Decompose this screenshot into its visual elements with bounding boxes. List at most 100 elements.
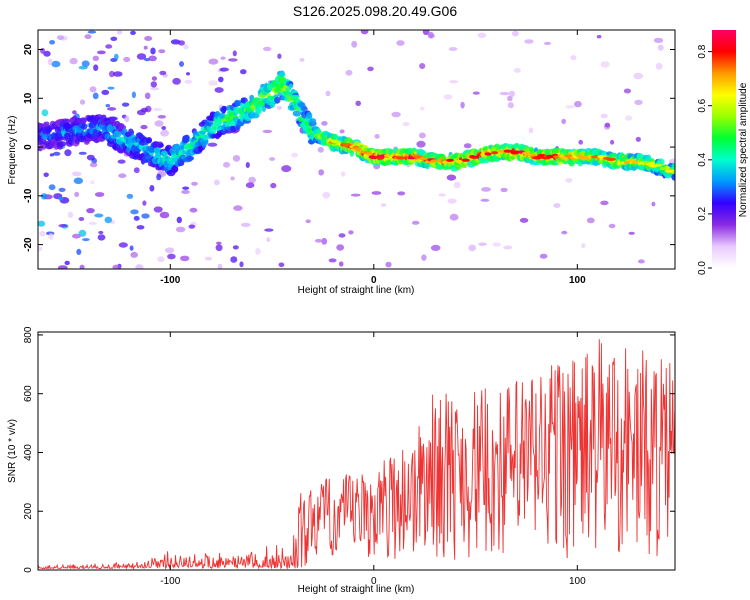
heatmap-noise-blob: [419, 63, 426, 69]
heatmap-ridge-blob: [279, 72, 286, 77]
heatmap-noise-blob: [124, 115, 130, 123]
heatmap-ridge-blob: [316, 128, 322, 134]
heatmap-noise-blob: [49, 153, 55, 157]
heatmap-noise-blob: [638, 259, 645, 264]
heatmap-noise-blob: [596, 35, 602, 39]
heatmap-noise-blob: [625, 115, 633, 121]
heatmap-noise-blob: [105, 44, 113, 49]
heatmap-ridge-blob: [187, 156, 195, 161]
heatmap-noise-blob: [367, 66, 374, 72]
heatmap-noise-blob: [634, 99, 643, 105]
heatmap-noise-blob: [528, 127, 534, 134]
heatmap-noise-blob: [276, 105, 282, 110]
heatmap-noise-blob: [39, 231, 46, 237]
heatmap-noise-blob: [157, 115, 166, 119]
y-tick-label: 400: [23, 444, 34, 461]
heatmap-noise-blob: [233, 205, 243, 211]
heatmap-noise-blob: [278, 262, 285, 268]
heatmap-noise-blob: [508, 90, 515, 98]
heatmap-ridge-blob: [212, 125, 219, 131]
heatmap-noise-blob: [74, 191, 80, 197]
heatmap-noise-blob: [114, 53, 119, 61]
heatmap-noise-blob: [142, 200, 147, 206]
heatmap-noise-blob: [78, 217, 85, 221]
heatmap-noise-blob: [188, 224, 196, 229]
heatmap-noise-blob: [159, 70, 167, 76]
heatmap-noise-blob: [184, 79, 193, 84]
heatmap-noise-blob: [94, 213, 104, 218]
heatmap-noise-blob: [480, 198, 490, 202]
heatmap-noise-blob: [350, 193, 361, 197]
heatmap-noise-blob: [136, 53, 147, 60]
heatmap-noise-blob: [167, 253, 176, 260]
heatmap-noise-blob: [72, 110, 77, 115]
heatmap-noise-blob: [81, 60, 90, 67]
heatmap-noise-blob: [561, 118, 566, 125]
colorbar-label: Normalized spectral amplitude: [738, 82, 749, 217]
heatmap-noise-blob: [69, 57, 78, 65]
heatmap-ridge-blob: [291, 94, 300, 99]
heatmap-ridge-blob: [274, 96, 281, 104]
heatmap-noise-blob: [586, 217, 595, 224]
snr-panel: -100 0 100 0 200 400 600 800 Height of straigh…: [7, 326, 676, 595]
heatmap-noise-blob: [524, 39, 534, 44]
heatmap-noise-blob: [150, 81, 157, 88]
colorbar-tick-label: 0.2: [697, 207, 708, 221]
x-tick-label: -100: [160, 275, 180, 286]
heatmap-noise-blob: [430, 244, 441, 251]
heatmap-noise-blob: [514, 67, 521, 73]
heatmap-noise-blob: [449, 213, 459, 221]
heatmap-noise-blob: [143, 45, 148, 50]
heatmap-noise-blob: [623, 88, 632, 94]
heatmap-noise-blob: [172, 77, 181, 85]
heatmap-noise-blob: [481, 187, 491, 192]
heatmap-noise-blob: [181, 190, 190, 194]
heatmap-noise-blob: [93, 64, 99, 71]
heatmap-noise-blob: [653, 37, 664, 44]
heatmap-core-blob: [484, 152, 492, 156]
heatmap-noise-blob: [92, 92, 99, 100]
heatmap-noise-blob: [492, 242, 501, 247]
heatmap-noise-blob: [245, 182, 255, 189]
heatmap-noise-blob: [608, 223, 616, 229]
heatmap-noise-blob: [113, 71, 123, 77]
heatmap-noise-blob: [338, 233, 346, 238]
heatmap-noise-blob: [126, 193, 134, 199]
heatmap-noise-blob: [133, 215, 140, 221]
heatmap-ridge-blob: [184, 134, 190, 141]
heatmap-core-blob: [396, 156, 406, 160]
heatmap-noise-blob: [107, 86, 115, 90]
heatmap-noise-blob: [281, 165, 292, 173]
heatmap-noise-blob: [150, 47, 156, 55]
heatmap-core-blob: [647, 161, 655, 165]
heatmap-core-blob: [631, 160, 640, 165]
heatmap-core-blob: [623, 161, 630, 165]
heatmap-noise-blob: [581, 243, 586, 249]
heatmap-noise-blob: [428, 31, 434, 39]
heatmap-noise-blob: [600, 113, 608, 119]
heatmap-noise-blob: [141, 213, 150, 219]
heatmap-noise-blob: [443, 94, 453, 100]
heatmap-ridge-blob: [309, 118, 317, 123]
heatmap-noise-blob: [360, 30, 369, 35]
heatmap-noise-blob: [291, 152, 298, 158]
heatmap-core-blob: [342, 143, 352, 147]
heatmap-noise-blob: [135, 264, 144, 269]
heatmap-noise-blob: [214, 179, 220, 186]
heatmap-noise-blob: [340, 171, 346, 177]
heatmap-noise-blob: [41, 109, 49, 117]
heatmap-noise-blob: [104, 216, 113, 224]
heatmap-noise-blob: [220, 56, 226, 60]
heatmap-noise-blob: [266, 237, 271, 243]
heatmap-noise-blob: [159, 211, 170, 219]
x-tick-label: 100: [569, 576, 586, 587]
heatmap-noise-blob: [228, 58, 238, 62]
heatmap-noise-blob: [64, 149, 72, 157]
heatmap-noise-blob: [214, 87, 224, 93]
heatmap-noise-blob: [117, 159, 126, 164]
heatmap-noise-blob: [574, 100, 582, 108]
heatmap-noise-blob: [43, 172, 49, 178]
colorbar-ticks: 0.0 0.2 0.4 0.6 0.8: [697, 44, 712, 275]
heatmap-noise-blob: [79, 99, 86, 105]
heatmap-noise-blob: [512, 30, 519, 37]
